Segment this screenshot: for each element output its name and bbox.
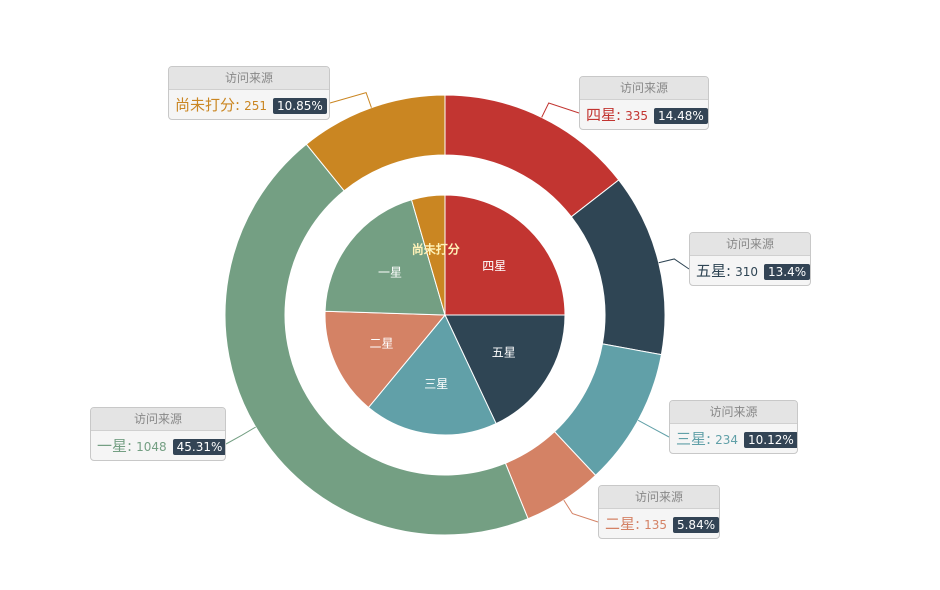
slice-label-box: 访问来源一星: 1048 45.31% xyxy=(90,407,226,461)
slice-name-separator: : xyxy=(726,262,732,280)
label-header: 访问来源 xyxy=(670,401,797,424)
slice-name: 三星 xyxy=(676,430,707,448)
slice-percent: 13.4% xyxy=(763,264,810,280)
inner-slice-label: 五星 xyxy=(492,345,516,359)
inner-pie xyxy=(324,194,566,436)
outer-slice[interactable] xyxy=(570,179,666,356)
inner-slice[interactable] xyxy=(324,310,447,409)
slice-percent: 45.31% xyxy=(172,439,225,455)
label-header: 访问来源 xyxy=(169,67,329,90)
slice-name: 四星 xyxy=(586,106,617,124)
inner-slice-label: 二星 xyxy=(370,337,394,351)
slice-percent: 10.12% xyxy=(743,432,797,448)
inner-slice[interactable] xyxy=(444,194,566,316)
inner-slice-label: 一星 xyxy=(378,265,402,279)
label-body: 一星: 1048 45.31% xyxy=(91,431,225,460)
outer-slice[interactable] xyxy=(224,143,529,536)
slice-value: 135 xyxy=(644,518,667,532)
slice-value: 234 xyxy=(715,433,738,447)
label-body: 五星: 310 13.4% xyxy=(690,256,810,285)
slice-name-separator: : xyxy=(616,106,622,124)
leader-line xyxy=(329,91,372,108)
slice-value: 310 xyxy=(735,265,758,279)
slice-label-box: 访问来源五星: 310 13.4% xyxy=(689,232,811,286)
label-body: 四星: 335 14.48% xyxy=(580,100,708,129)
leader-line xyxy=(658,258,690,270)
inner-slice[interactable] xyxy=(410,194,446,316)
label-header: 访问来源 xyxy=(599,486,719,509)
label-body: 二星: 135 5.84% xyxy=(599,509,719,538)
slice-name: 一星 xyxy=(97,437,128,455)
outer-ring xyxy=(224,94,666,536)
slice-name: 五星 xyxy=(696,262,727,280)
slice-name: 尚未打分 xyxy=(175,96,236,114)
slice-label-box: 访问来源二星: 135 5.84% xyxy=(598,485,720,539)
label-header: 访问来源 xyxy=(580,77,708,100)
slice-percent: 14.48% xyxy=(653,108,708,124)
slice-name-separator: : xyxy=(235,96,241,114)
inner-slice-label: 三星 xyxy=(424,377,448,391)
slice-value: 1048 xyxy=(136,440,167,454)
inner-slice[interactable] xyxy=(444,314,566,425)
slice-name-separator: : xyxy=(127,437,133,455)
inner-slice-label: 四星 xyxy=(482,259,506,273)
leader-line xyxy=(225,426,256,445)
slice-percent: 5.84% xyxy=(672,517,719,533)
label-body: 三星: 234 10.12% xyxy=(670,424,797,453)
leader-line xyxy=(563,499,599,523)
inner-slice[interactable] xyxy=(367,314,497,436)
slice-value: 335 xyxy=(625,109,648,123)
label-header: 访问来源 xyxy=(91,408,225,431)
label-header: 访问来源 xyxy=(690,233,810,256)
inner-slice[interactable] xyxy=(324,199,446,316)
slice-name-separator: : xyxy=(635,515,641,533)
outer-slice[interactable] xyxy=(305,94,446,192)
slice-name-separator: : xyxy=(706,430,712,448)
slice-label-box: 访问来源四星: 335 14.48% xyxy=(579,76,709,130)
label-body: 尚未打分: 251 10.85% xyxy=(169,90,329,119)
inner-slice-label: 尚未打分 xyxy=(412,242,460,257)
slice-label-box: 访问来源三星: 234 10.12% xyxy=(669,400,798,454)
slice-percent: 10.85% xyxy=(272,98,327,114)
slice-name: 二星 xyxy=(605,515,636,533)
slice-value: 251 xyxy=(244,99,267,113)
leader-line xyxy=(637,419,670,438)
leader-lines xyxy=(225,91,690,523)
leader-line xyxy=(541,102,580,118)
slice-label-box: 访问来源尚未打分: 251 10.85% xyxy=(168,66,330,120)
